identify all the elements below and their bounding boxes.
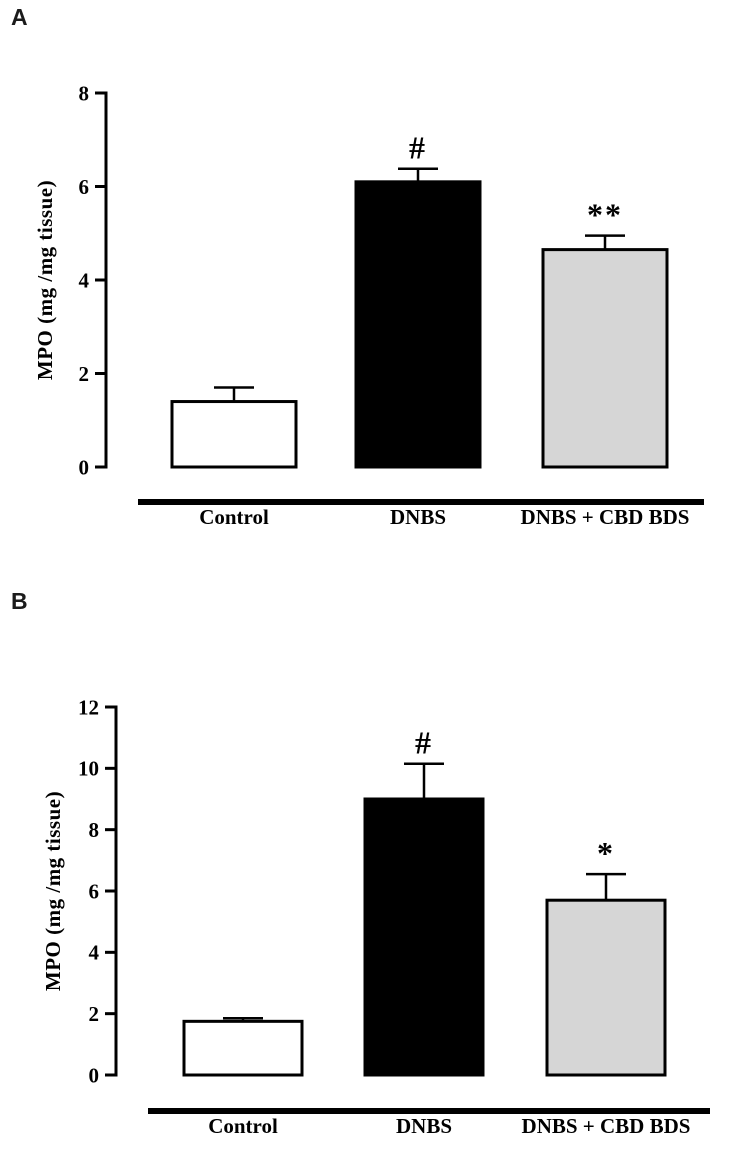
significance-annotation: ** xyxy=(587,197,623,233)
bar-dnbs-cbd-bds xyxy=(541,248,669,469)
significance-annotation: * xyxy=(597,835,615,871)
y-tick-label: 10 xyxy=(78,757,99,781)
x-category-label: Control xyxy=(199,505,269,529)
y-tick-label: 8 xyxy=(89,818,100,842)
bar-dnbs xyxy=(354,180,482,469)
chart-panel-a: 0 2 4 6 8 MPO (mg /mg tissue) Control # DNBS ** DN… xyxy=(33,81,704,529)
x-category-label: DNBS + CBD BDS xyxy=(522,1114,691,1138)
y-tick-label: 8 xyxy=(79,81,90,105)
y-tick-label: 2 xyxy=(79,362,90,386)
significance-annotation: # xyxy=(409,130,427,166)
y-tick-label: 4 xyxy=(79,268,90,292)
x-category-label: Control xyxy=(208,1114,278,1138)
bar-control xyxy=(182,1019,304,1077)
y-tick-label: 0 xyxy=(79,455,90,479)
y-tick-label: 0 xyxy=(89,1063,100,1087)
y-axis-title: MPO (mg /mg tissue) xyxy=(41,791,65,991)
bar-dnbs xyxy=(363,797,485,1077)
panel-a-label: A xyxy=(11,4,28,30)
bar-dnbs-cbd-bds xyxy=(545,898,667,1077)
x-category-label: DNBS + CBD BDS xyxy=(521,505,690,529)
chart-panel-b: 0 2 4 6 8 10 12 MPO (mg /mg tissue) Control # DNBS… xyxy=(41,695,710,1138)
significance-annotation: # xyxy=(415,725,433,761)
y-tick-label: 6 xyxy=(79,175,90,199)
y-axis-title: MPO (mg /mg tissue) xyxy=(33,180,57,380)
y-tick-label: 4 xyxy=(89,941,100,965)
y-tick-label: 2 xyxy=(89,1002,100,1026)
y-tick-label: 6 xyxy=(89,879,100,903)
y-tick-label: 12 xyxy=(78,695,99,719)
x-category-label: DNBS xyxy=(390,505,446,529)
bar-control xyxy=(170,400,298,469)
panel-b-label: B xyxy=(11,588,28,614)
x-category-label: DNBS xyxy=(396,1114,452,1138)
